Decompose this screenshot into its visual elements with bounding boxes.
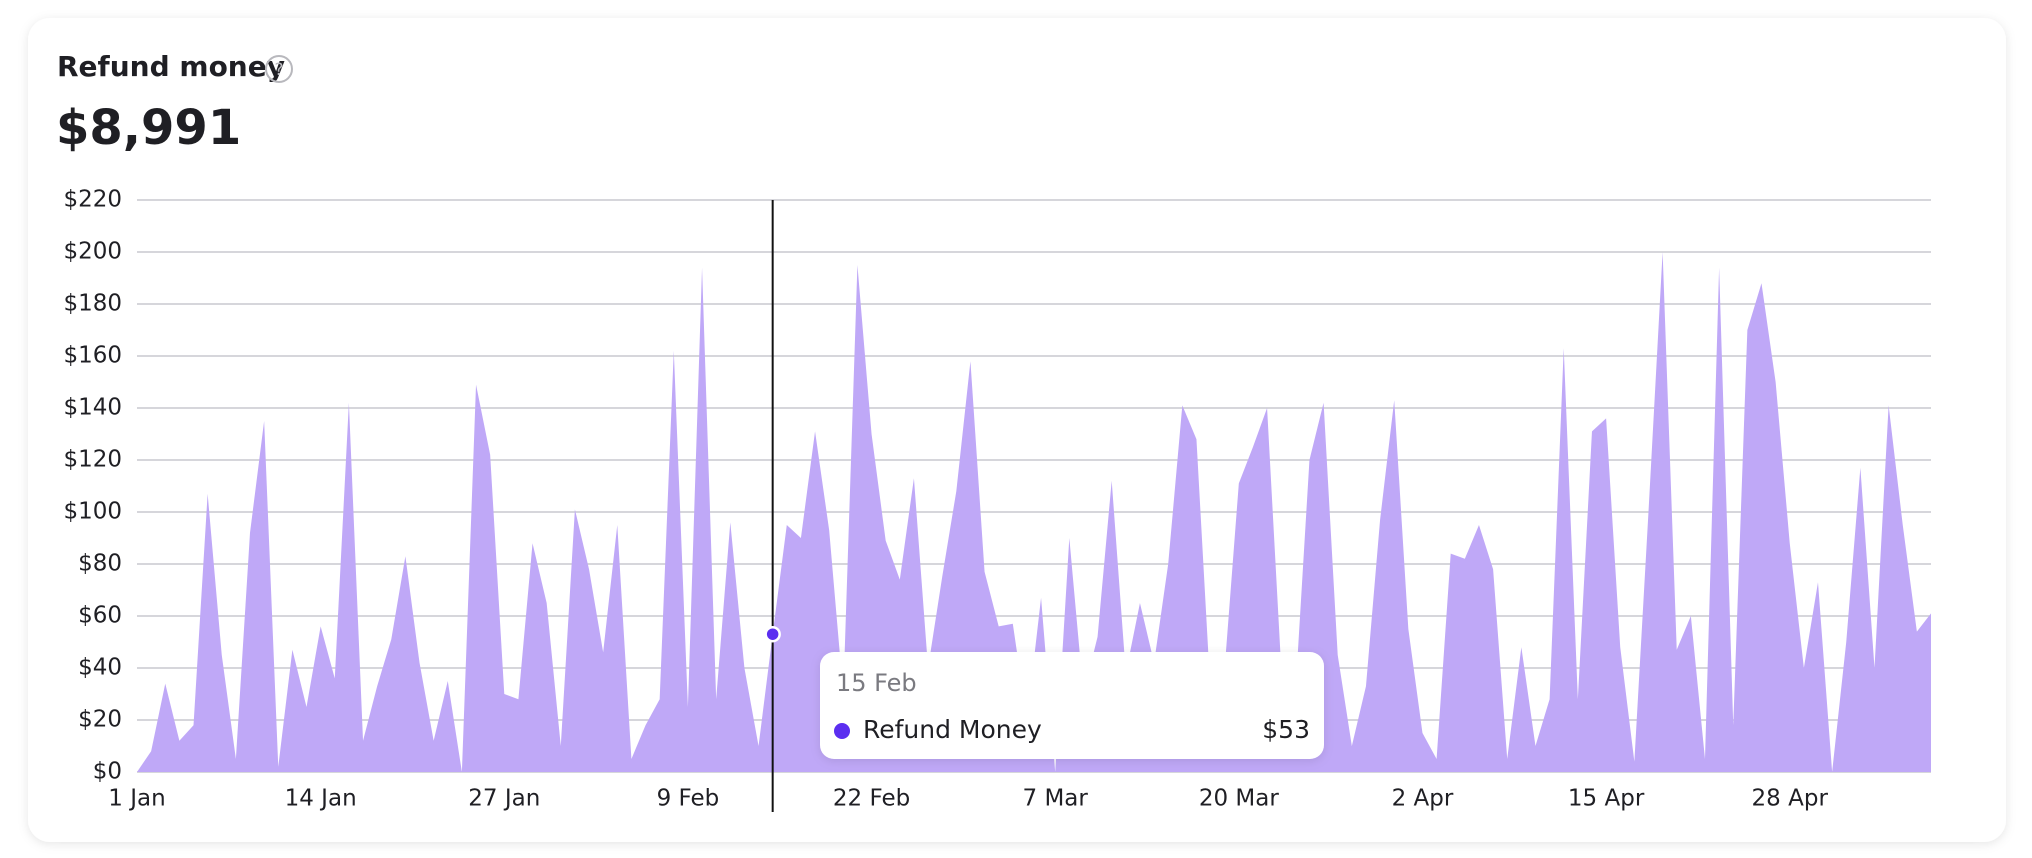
y-tick-label: $220 bbox=[63, 187, 122, 213]
y-tick-label: $120 bbox=[63, 447, 122, 473]
x-tick-label: 15 Apr bbox=[1568, 786, 1645, 812]
y-tick-label: $20 bbox=[78, 707, 122, 733]
x-tick-label: 1 Jan bbox=[108, 786, 165, 812]
card-title: Refund money bbox=[57, 50, 285, 83]
area bbox=[137, 252, 1931, 772]
svg-text:?: ? bbox=[274, 60, 283, 80]
y-tick-label: $200 bbox=[63, 239, 122, 265]
total-value: $8,991 bbox=[56, 100, 241, 156]
y-tick-label: $80 bbox=[78, 551, 122, 577]
x-tick-label: 2 Apr bbox=[1392, 786, 1454, 812]
tooltip-date: 15 Feb bbox=[836, 669, 917, 697]
x-tick-label: 22 Feb bbox=[833, 786, 910, 812]
y-tick-label: $160 bbox=[63, 343, 122, 369]
y-tick-label: $100 bbox=[63, 499, 122, 525]
x-tick-label: 9 Feb bbox=[657, 786, 720, 812]
y-tick-label: $140 bbox=[63, 395, 122, 421]
y-tick-label: $180 bbox=[63, 291, 122, 317]
help-icon[interactable]: ? bbox=[265, 55, 293, 83]
plot: $0 $20 $40 $60 $80 $100 $120 $140 $160 $180 $200 $2… bbox=[63, 187, 1931, 812]
x-tick-label: 27 Jan bbox=[468, 786, 540, 812]
y-tick-label: $60 bbox=[78, 603, 122, 629]
tooltip-series: Refund Money bbox=[863, 715, 1042, 744]
x-tick-label: 7 Mar bbox=[1023, 786, 1089, 812]
x-tick-label: 28 Apr bbox=[1752, 786, 1829, 812]
tooltip: 15 Feb Refund Money $53 bbox=[820, 652, 1324, 759]
tooltip-value: $53 bbox=[1262, 715, 1310, 744]
card bbox=[28, 18, 2006, 842]
y-tick-label: $0 bbox=[93, 759, 122, 785]
x-tick-label: 14 Jan bbox=[285, 786, 357, 812]
tooltip-box bbox=[820, 652, 1324, 759]
y-tick-label: $40 bbox=[78, 655, 122, 681]
hover-point bbox=[764, 625, 781, 643]
tooltip-swatch bbox=[834, 723, 850, 739]
x-tick-label: 20 Mar bbox=[1199, 786, 1280, 812]
